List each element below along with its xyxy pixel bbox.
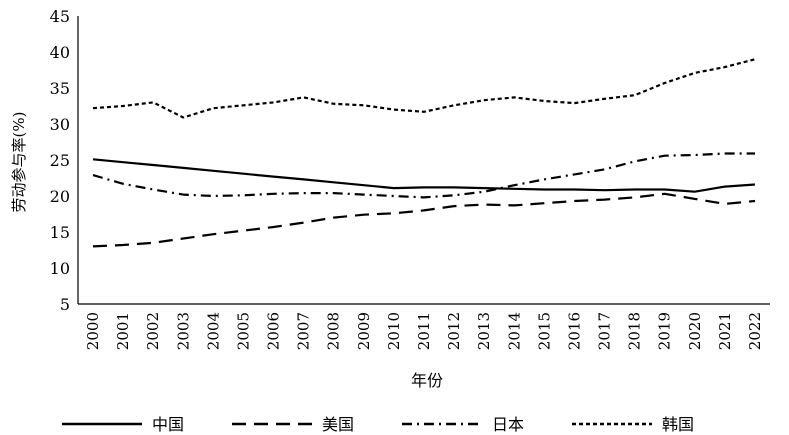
legend-label: 韩国 <box>662 415 694 434</box>
y-axis-label: 劳动参与率(%) <box>10 112 28 213</box>
x-tick-label: 2000 <box>84 312 102 350</box>
y-tick-label: 25 <box>50 151 70 170</box>
x-tick-label: 2007 <box>295 312 313 350</box>
x-axis-label: 年份 <box>411 371 443 390</box>
x-tick-label: 2001 <box>114 312 132 350</box>
y-tick-label: 15 <box>50 223 70 242</box>
x-tick-label: 2010 <box>385 312 403 350</box>
x-tick-label: 2013 <box>475 312 493 350</box>
y-tick-label: 40 <box>50 43 70 62</box>
x-tick-label: 2017 <box>596 312 614 350</box>
series-lines <box>92 58 756 248</box>
x-tick-label: 2021 <box>716 312 734 350</box>
x-tick-label: 2020 <box>686 312 704 350</box>
y-axis: 5 10 15 20 25 30 35 40 45 <box>50 7 79 314</box>
x-tick-label: 2011 <box>415 312 433 350</box>
y-tick-label: 5 <box>60 295 70 314</box>
x-tick-label: 2019 <box>656 312 674 350</box>
x-tick-label: 2004 <box>204 312 222 350</box>
legend-label: 日本 <box>492 415 524 434</box>
x-tick-label: 2002 <box>144 312 162 350</box>
x-tick-label: 2015 <box>535 312 553 350</box>
y-tick-label: 20 <box>50 187 70 206</box>
y-tick-label: 45 <box>50 7 70 26</box>
legend-label: 中国 <box>152 415 184 434</box>
x-tick-label: 2009 <box>355 312 373 350</box>
series-line <box>92 152 755 199</box>
x-tick-label: 2003 <box>174 312 192 350</box>
x-axis: 2000 2001 2002 2003 2004 2005 2006 2007 2008 2009… <box>78 303 770 350</box>
legend: 中国 美国 日本 韩国 <box>62 415 694 434</box>
series-line <box>92 58 756 119</box>
x-tick-label: 2014 <box>505 312 523 350</box>
y-tick-label: 10 <box>50 259 70 278</box>
x-tick-label: 2016 <box>565 312 583 350</box>
x-tick-label: 2008 <box>325 312 343 350</box>
x-tick-label: 2018 <box>626 312 644 350</box>
series-line <box>92 192 756 248</box>
y-tick-label: 30 <box>50 115 70 134</box>
x-tick-label: 2005 <box>234 312 252 350</box>
series-line <box>92 158 756 193</box>
y-tick-label: 35 <box>50 79 70 98</box>
x-tick-label: 2022 <box>746 312 764 350</box>
x-tick-label: 2006 <box>265 312 283 350</box>
x-tick-label: 2012 <box>445 312 463 350</box>
legend-label: 美国 <box>322 415 354 434</box>
